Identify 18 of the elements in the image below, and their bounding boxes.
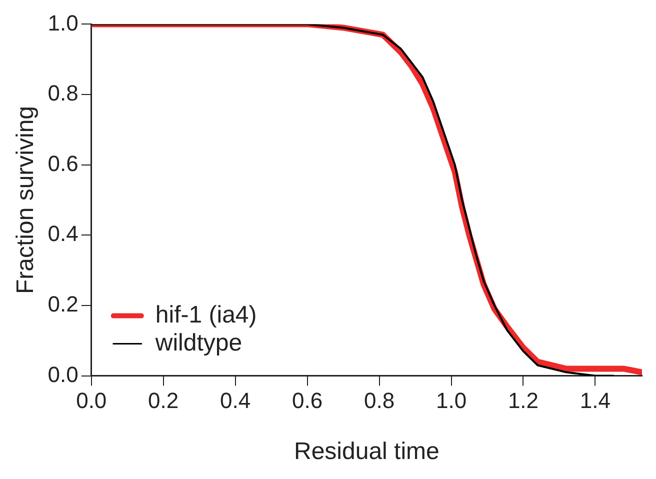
legend-label: hif-1 (ia4) — [155, 301, 257, 328]
x-tick-label: 0.6 — [292, 388, 323, 414]
x-tick-label: 1.0 — [436, 388, 467, 414]
x-axis-title: Residual time — [294, 438, 440, 466]
x-tick-label: 0.2 — [148, 388, 179, 414]
y-tick-label: 0.6 — [48, 150, 78, 176]
y-tick-label: 0.0 — [48, 362, 78, 387]
x-tick-label: 0.4 — [220, 388, 251, 414]
x-tick-label: 1.4 — [580, 388, 611, 414]
x-tick-label: 1.2 — [508, 388, 539, 414]
y-tick-label: 0.8 — [48, 80, 78, 106]
x-tick-label: 0.0 — [76, 388, 107, 414]
y-tick-label: 0.4 — [48, 221, 78, 246]
y-tick-label: 0.2 — [48, 292, 78, 317]
y-tick-label: 1.0 — [48, 10, 78, 36]
x-tick-label: 0.8 — [364, 388, 395, 414]
y-axis-title: Fraction surviving — [12, 106, 40, 294]
legend-label: wildtype — [154, 329, 242, 356]
